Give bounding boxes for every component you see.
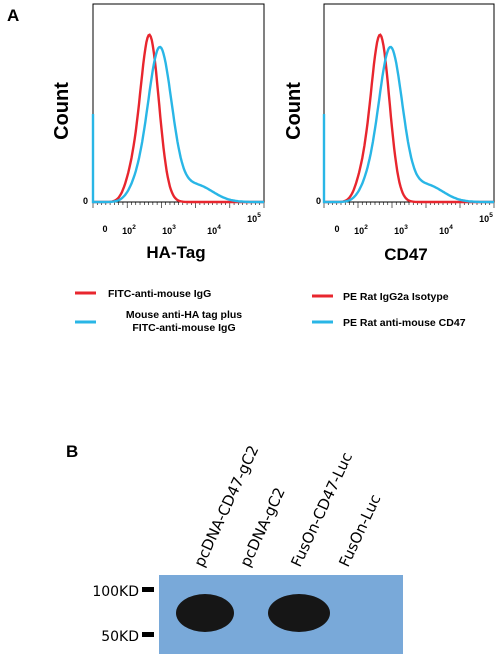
marker-100kd-label: 100KD bbox=[92, 584, 139, 600]
marker-100kd-tick bbox=[142, 587, 154, 592]
plot1-tick-2: 103 bbox=[162, 224, 176, 236]
plot2-tick-4: 105 bbox=[479, 212, 493, 224]
plot2-tick-2: 103 bbox=[394, 224, 408, 236]
band-lane-3 bbox=[268, 594, 330, 632]
legend2-red-label: PE Rat IgG2a Isotype bbox=[343, 291, 449, 303]
panel-a-letter: A bbox=[7, 6, 19, 25]
plot2-zero-label: 0 bbox=[316, 196, 321, 206]
plot1-blue-histogram bbox=[91, 45, 264, 204]
band-lane-1 bbox=[176, 594, 234, 632]
histogram-cd47: Count 0 0 102 103 104 105 CD47 bbox=[283, 3, 495, 264]
marker-50kd-tick bbox=[142, 632, 154, 637]
plot2-tick-0: 0 bbox=[334, 224, 339, 234]
histogram-ha-tag: Count 0 0 102 103 104 105 HA-Tag bbox=[51, 3, 265, 262]
legend1-red-label: FITC-anti-mouse IgG bbox=[108, 288, 211, 300]
plot2-tick-1: 102 bbox=[354, 224, 368, 236]
western-blot: pcDNA-CD47-gC2 pcDNA-gC2 FusOn-CD47-Luc … bbox=[92, 442, 403, 654]
plot2-tick-3: 104 bbox=[439, 224, 453, 236]
plot1-red-histogram bbox=[93, 33, 264, 204]
plot2-red-histogram bbox=[324, 33, 494, 204]
marker-50kd-label: 50KD bbox=[101, 629, 139, 645]
legend-plot2: PE Rat IgG2a Isotype PE Rat anti-mouse C… bbox=[312, 291, 466, 329]
plot1-tick-4: 105 bbox=[247, 212, 261, 224]
legend-plot1: FITC-anti-mouse IgG Mouse anti-HA tag pl… bbox=[75, 288, 242, 334]
lane-label-4: FusOn-Luc bbox=[335, 492, 384, 570]
lane-label-2: pcDNA-gC2 bbox=[236, 485, 288, 570]
legend1-blue-label-line2: FITC-anti-mouse IgG bbox=[132, 322, 235, 334]
plot2-frame bbox=[323, 3, 495, 203]
plot1-tick-0: 0 bbox=[102, 224, 107, 234]
panel-b-letter: B bbox=[66, 442, 78, 461]
plot2-xlabel: CD47 bbox=[384, 245, 427, 264]
plot1-zero-label: 0 bbox=[83, 196, 88, 206]
plot1-ylabel: Count bbox=[51, 82, 73, 140]
legend2-blue-label: PE Rat anti-mouse CD47 bbox=[343, 317, 466, 329]
plot1-tick-1: 102 bbox=[122, 224, 136, 236]
plot1-xlabel: HA-Tag bbox=[146, 243, 205, 262]
plot1-tick-3: 104 bbox=[207, 224, 221, 236]
plot1-frame bbox=[92, 3, 265, 203]
plot2-ylabel: Count bbox=[283, 82, 305, 140]
plot2-blue-histogram bbox=[322, 45, 494, 204]
legend1-blue-label-line1: Mouse anti-HA tag plus bbox=[126, 309, 242, 321]
